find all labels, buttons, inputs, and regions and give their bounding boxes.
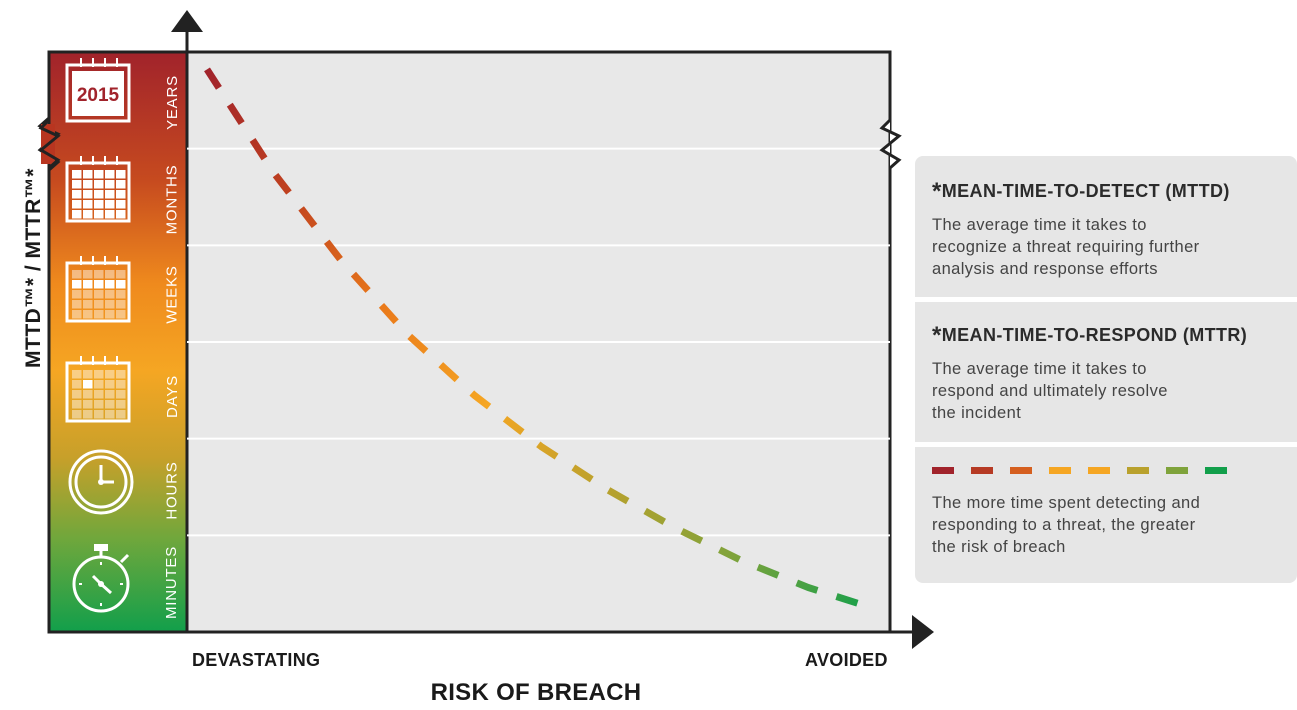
mttd-title: *MEAN-TIME-TO-DETECT (MTTD) xyxy=(932,178,1230,205)
calendar-weeks-icon xyxy=(65,256,131,323)
x-axis-label-devastating: DEVASTATING xyxy=(192,650,321,670)
legend-dash xyxy=(1088,467,1110,474)
risk-curve-line xyxy=(204,67,877,613)
band-label-hours: HOURS xyxy=(163,460,181,520)
legend-dash xyxy=(971,467,993,474)
x-axis-label-avoided: AVOIDED xyxy=(805,650,888,670)
definitions-panel: *MEAN-TIME-TO-DETECT (MTTD) The average … xyxy=(915,156,1297,583)
calendar-months-icon xyxy=(65,156,131,223)
band-label-minutes: MINUTES xyxy=(163,545,181,619)
stopwatch-icon xyxy=(72,544,130,613)
calendar-year-text: 2015 xyxy=(77,85,120,106)
clock-icon xyxy=(68,449,134,515)
time-scale-band xyxy=(47,50,189,634)
legend-dash xyxy=(1049,467,1071,474)
x-axis-title: RISK OF BREACH xyxy=(430,679,642,706)
legend-dash xyxy=(1010,467,1032,474)
panel-divider-2 xyxy=(915,442,1297,447)
mttr-description: The average time it takes to respond and… xyxy=(932,360,1168,422)
band-label-weeks: WEEKS xyxy=(163,264,181,324)
right-axis-break xyxy=(879,118,902,170)
y-axis-arrowhead xyxy=(171,10,203,32)
legend-dash xyxy=(1205,467,1227,474)
grid-lines xyxy=(187,147,890,537)
legend-dash-swatch xyxy=(932,467,1227,474)
band-label-years: YEARS xyxy=(163,74,181,130)
calendar-year-icon: 2015 xyxy=(65,58,131,123)
band-label-months: MONTHS xyxy=(163,164,181,234)
x-axis-arrowhead xyxy=(912,615,934,649)
panel-divider-1 xyxy=(915,297,1297,302)
legend-dash xyxy=(1166,467,1188,474)
y-axis-title: MTTD™* / MTTR™* xyxy=(22,168,45,368)
legend-dash xyxy=(932,467,954,474)
band-label-days: DAYS xyxy=(163,374,181,418)
mttr-title: *MEAN-TIME-TO-RESPOND (MTTR) xyxy=(932,322,1248,349)
legend-dash xyxy=(1127,467,1149,474)
risk-curve xyxy=(204,67,877,613)
calendar-days-icon xyxy=(65,356,131,423)
mttd-description: The average time it takes to recognize a… xyxy=(932,216,1200,278)
legend-description: The more time spent detecting and respon… xyxy=(932,494,1201,556)
left-axis-break-line xyxy=(38,118,61,170)
